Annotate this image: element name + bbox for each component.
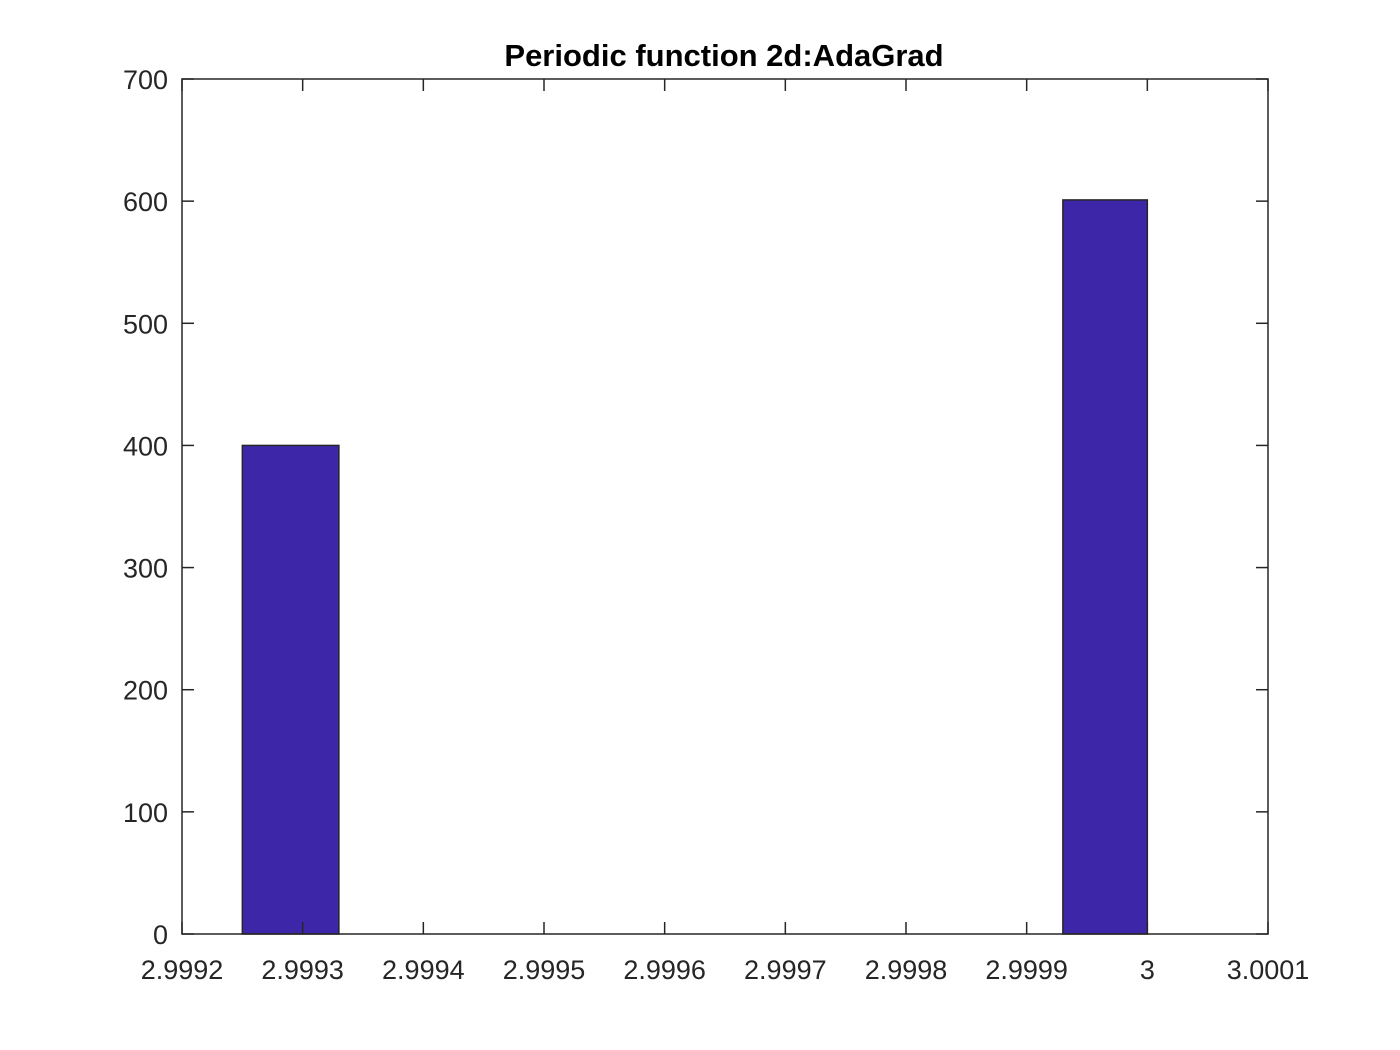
y-tick-label: 0	[153, 920, 168, 950]
x-tick-label: 3.0001	[1227, 955, 1310, 985]
chart-title: Periodic function 2d:AdaGrad	[504, 38, 943, 73]
x-tick-label: 2.9997	[744, 955, 827, 985]
x-tick-label: 2.9994	[382, 955, 465, 985]
x-tick-label: 2.9992	[141, 955, 224, 985]
y-tick-label: 500	[123, 309, 168, 339]
y-tick-label: 700	[123, 65, 168, 95]
y-tick-label: 400	[123, 431, 168, 461]
histogram-bar	[241, 444, 340, 935]
y-tick-label: 200	[123, 676, 168, 706]
x-axis-tick-labels: 2.9992 2.9993 2.9994 2.9995 2.9996 2.9997 2.99…	[141, 955, 1310, 985]
y-tick-label: 100	[123, 798, 168, 828]
x-tick-label: 3	[1140, 955, 1155, 985]
x-tick-label: 2.9996	[623, 955, 706, 985]
x-tick-label: 2.9995	[503, 955, 586, 985]
y-axis-tick-labels: 0 100 200 300 400 500 600 700	[123, 65, 168, 950]
x-tick-label: 2.9998	[865, 955, 948, 985]
bars-layer	[241, 199, 1149, 935]
x-tick-label: 2.9999	[985, 955, 1068, 985]
plot-area-frame	[181, 78, 1269, 935]
y-tick-label: 600	[123, 187, 168, 217]
y-tick-label: 300	[123, 554, 168, 584]
x-tick-label: 2.9993	[261, 955, 344, 985]
ticks-layer	[181, 78, 1269, 935]
histogram-bar	[1062, 199, 1149, 935]
